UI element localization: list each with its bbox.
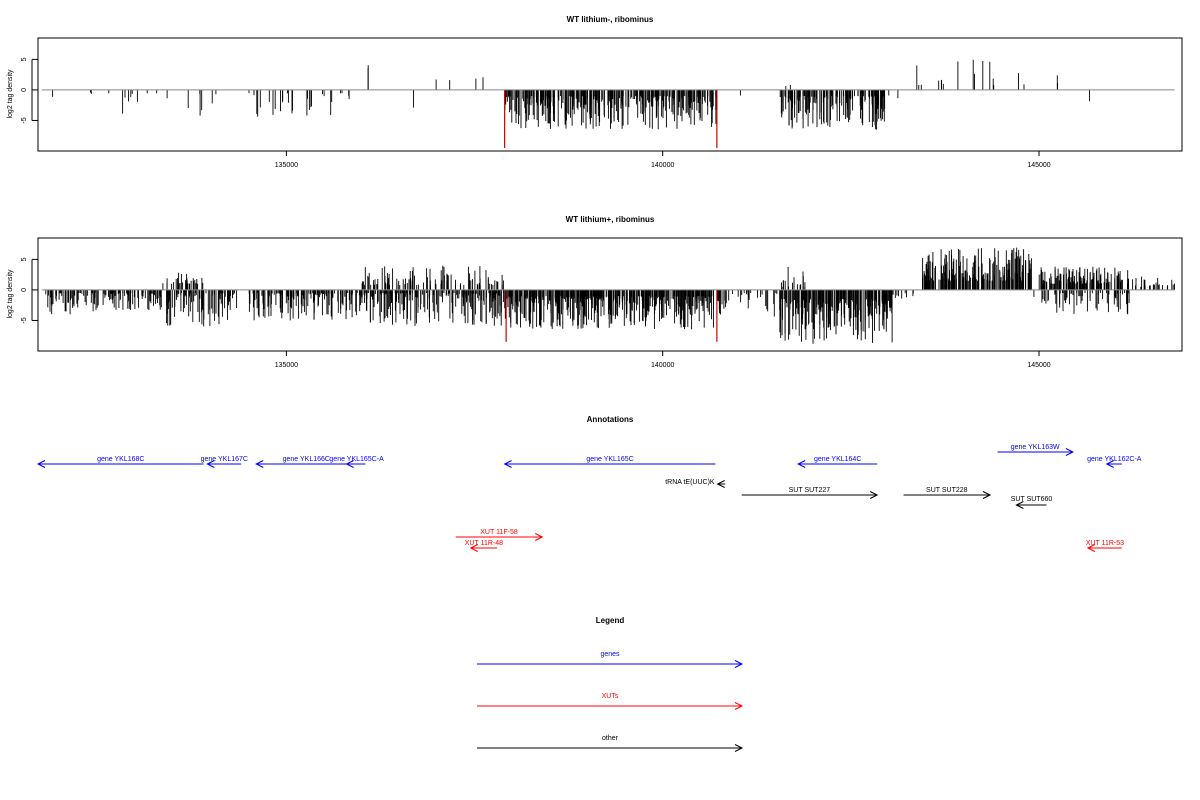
annotation-arrow [36,460,204,468]
annotation-label: gene YKL165C-A [329,456,384,463]
annotation-arrow [741,491,879,499]
legend-arrow [477,702,744,710]
annotation-label: gene YKL166C [283,456,330,463]
annotation-arrow [1105,460,1122,468]
annotation-arrow [797,460,878,468]
annotation-arrow [206,460,242,468]
annotation-arrow [255,460,351,468]
annotation-arrow [1086,544,1122,552]
annotation-arrow [1015,501,1047,509]
annotation-label: gene YKL164C [814,456,861,463]
annotation-arrow [345,460,366,468]
x-tick-label: 145000 [1027,162,1050,169]
x-tick-label: 140000 [651,162,674,169]
annotation-arrow [455,533,544,541]
axes: 135000 140000 145000 -5 0 5 [21,257,1175,369]
annotation-arrow [903,491,992,499]
annotation-label: SUT SUT227 [789,487,831,494]
annotation-label: gene YKL162C-A [1087,456,1142,463]
y-tick-label: 5 [21,257,28,261]
y-tick-label: -5 [21,117,28,123]
plot-frame [37,237,1183,352]
panel-title: WT lithium+, ribominus [566,215,655,224]
annotation-track: Annotations gene YKL168C gene YKL167C gene… [36,415,1142,552]
annotation-label: gene YKL167C [201,456,248,463]
legend-label: genes [600,651,620,658]
annotation-title: Annotations [587,415,634,424]
legend-entries: genes XUTs other [477,651,744,752]
legend-arrow [477,744,744,752]
x-tick-label: 140000 [651,362,674,369]
y-tick-label: 0 [21,288,28,292]
panel-title: WT lithium-, ribominus [567,15,654,24]
annotation-label: XUT 11R-48 [465,540,503,547]
density-bars [52,59,1090,148]
legend-title: Legend [596,616,625,625]
legend-arrow [477,660,744,668]
x-tick-label: 135000 [275,362,298,369]
annotation-arrow [716,480,726,488]
y-axis-label: log2 tag density [7,69,14,119]
annotation-label: XUT 11F-58 [480,529,518,536]
density-panel-lithium-minus: WT lithium-, ribominus log2 tag density … [7,15,1183,169]
density-panel-lithium-plus: WT lithium+, ribominus log2 tag density … [7,215,1183,369]
legend: Legend genes XUTs other [477,616,744,752]
density-bars [45,247,1175,344]
annotation-arrow [469,544,498,552]
annotation-label: SUT SUT228 [926,487,968,494]
annotation-label: gene YKL163W [1011,444,1060,451]
annotation-arrow [503,460,716,468]
legend-label: XUTs [602,693,619,700]
y-tick-label: 0 [21,88,28,92]
annotation-label: XUT 11R-53 [1086,540,1124,547]
annotation-label: gene YKL165C [586,456,633,463]
annotation-label: gene YKL168C [97,456,144,463]
annotation-label: SUT SUT660 [1011,496,1053,503]
y-tick-label: 5 [21,57,28,61]
y-axis-label: log2 tag density [7,269,14,319]
annotation-arrow [997,448,1074,456]
plot-frame [37,37,1183,152]
y-tick-label: -5 [21,317,28,323]
legend-label: other [602,735,619,742]
x-tick-label: 145000 [1027,362,1050,369]
annotation-label: tRNA tE(UUC)K [665,479,715,486]
annotation-features: gene YKL168C gene YKL167C gene YKL166C gene… [36,444,1142,552]
axes: 135000 140000 145000 -5 0 5 [21,57,1175,169]
x-tick-label: 135000 [275,162,298,169]
